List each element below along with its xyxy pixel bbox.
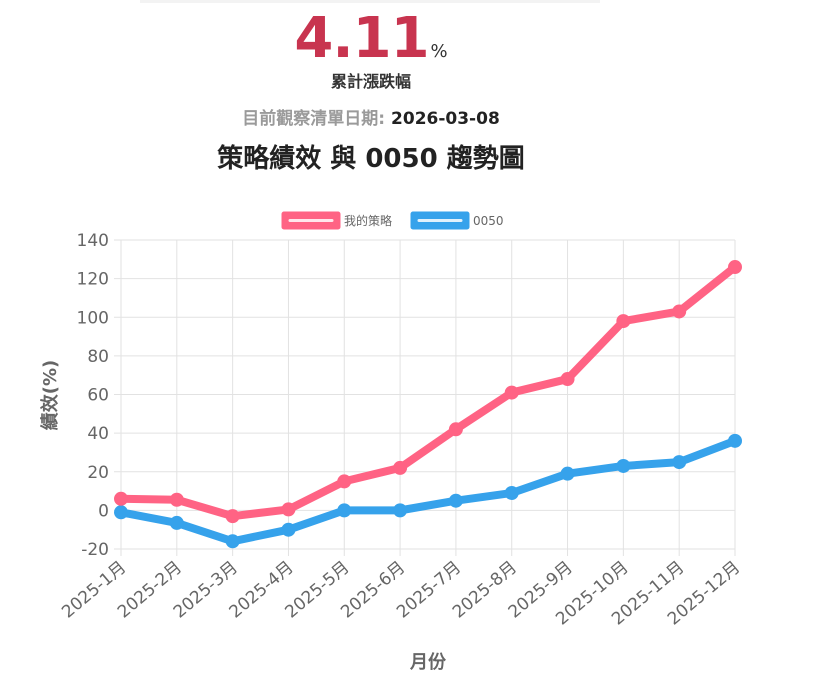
data-point[interactable] [504,485,519,500]
chart-legend[interactable]: 我的策略 0050 [281,211,504,230]
data-point[interactable] [114,505,128,520]
y-tick-label: 60 [87,386,109,406]
data-point[interactable] [393,460,408,475]
data-point[interactable] [504,385,519,400]
data-point[interactable] [728,260,742,275]
cumulative-return-value: 4.11 [294,6,429,71]
x-axis-ticks: 2025-1月2025-2月2025-3月2025-4月2025-5月2025-… [58,558,744,630]
data-point[interactable] [281,502,296,517]
chart-title: 策略績效 與 0050 趨勢圖 [217,144,525,174]
series-0 [114,260,742,524]
y-tick-label: 40 [87,424,109,444]
data-point[interactable] [225,509,240,524]
series-line [117,436,739,546]
y-tick-label: 80 [87,347,109,367]
data-point[interactable] [114,491,128,506]
y-axis-ticks: -20 0 20 40 60 80 100 120 140 [77,231,109,560]
cumulative-return: 4.11% [0,6,742,72]
x-axis-label: 月份 [409,651,447,673]
watchlist-date-label: 目前觀察清單日期: [242,109,386,129]
data-point[interactable] [560,372,575,387]
y-tick-label: 100 [77,308,109,328]
cumulative-return-unit: % [430,41,448,62]
y-tick-label: 20 [87,463,109,483]
data-point[interactable] [169,515,184,530]
data-point[interactable] [728,433,742,448]
data-point[interactable] [337,474,352,489]
data-point[interactable] [281,522,296,537]
watchlist-date-value: 2026-03-08 [391,109,500,129]
series-line [117,263,739,521]
watchlist-date: 目前觀察清單日期: 2026-03-08 [0,104,742,129]
legend-label: 我的策略 [344,213,392,228]
data-point[interactable] [448,493,463,508]
data-point[interactable] [672,304,687,319]
data-point[interactable] [616,314,631,329]
legend-item-0[interactable]: 我的策略 [281,211,392,230]
legend-item-1[interactable]: 0050 [410,211,504,230]
cumulative-return-caption: 累計漲跌幅 [330,72,411,91]
y-tick-label: 0 [98,501,109,521]
y-tick-label: 120 [77,270,109,290]
y-tick-label: 140 [77,231,109,251]
data-point[interactable] [448,422,463,437]
top-divider [140,0,600,3]
data-point[interactable] [337,503,352,518]
data-point[interactable] [225,534,240,549]
data-point[interactable] [169,492,184,507]
legend-label: 0050 [473,214,504,228]
series-1 [114,433,742,549]
data-point[interactable] [616,458,631,473]
data-point[interactable] [672,455,687,470]
data-point[interactable] [560,466,575,481]
y-axis-label: 績效(%) [39,360,61,431]
chart-series [114,260,742,549]
data-point[interactable] [393,503,408,518]
y-tick-label: -20 [81,540,109,560]
